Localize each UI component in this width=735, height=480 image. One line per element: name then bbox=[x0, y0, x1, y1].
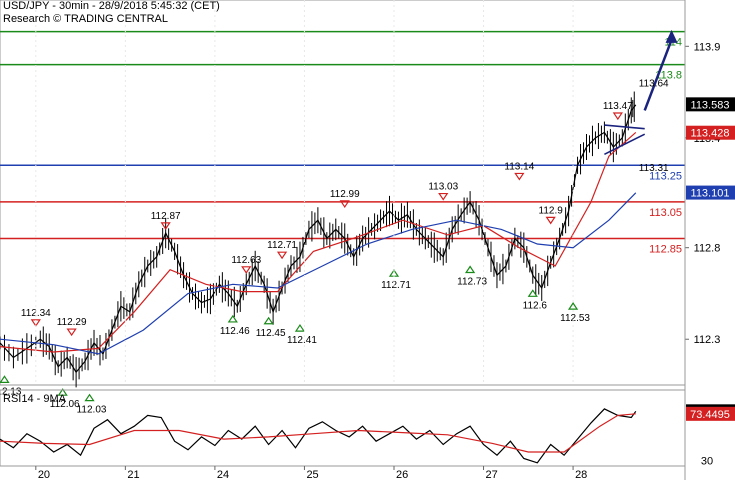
pivot-high-marker bbox=[339, 200, 350, 208]
x-axis: 20 21 24 25 26 27 28 bbox=[35, 0, 587, 480]
pivot-high-label: 112.29 bbox=[57, 317, 87, 328]
pivot-high-marker bbox=[30, 319, 41, 327]
forecast-arrow-shaft bbox=[643, 39, 673, 111]
rsi-y-tick-label: 30 bbox=[701, 456, 713, 468]
pivot-high-marker bbox=[438, 192, 449, 201]
x-tick-label: 28 bbox=[575, 469, 587, 480]
price-tag-box bbox=[686, 125, 735, 140]
pivot-high-label: 112.34 bbox=[21, 308, 51, 319]
pivot-high-label: 112.63 bbox=[231, 255, 261, 266]
pivot-high-marker bbox=[241, 266, 252, 274]
price-tag-label: 113.583 bbox=[691, 99, 730, 111]
rsi-ma-line bbox=[0, 413, 636, 453]
level-label: 113.25 bbox=[649, 170, 682, 182]
pivot-high-label: 113.03 bbox=[428, 182, 458, 193]
pivot-high-label: 113.47 bbox=[603, 101, 633, 112]
pivot-high-marker bbox=[514, 172, 525, 181]
pivot-high-label: 112.87 bbox=[151, 211, 181, 222]
pivot-high-label: 113.14 bbox=[504, 161, 534, 172]
price-tag-box bbox=[686, 185, 735, 200]
rsi-line bbox=[0, 408, 637, 464]
pivot-high-marker bbox=[545, 216, 556, 225]
price-tag-label: 113.428 bbox=[691, 128, 730, 140]
triangle-lower bbox=[604, 133, 646, 156]
x-tick-label: 20 bbox=[38, 469, 50, 480]
pivot-high-label: 112.9 bbox=[539, 205, 564, 216]
pivot-low-label: 112.53 bbox=[560, 313, 590, 324]
chart-title: USD/JPY - 30min - 28/9/2018 5:45:32 (CET… bbox=[3, 0, 220, 12]
rsi-tag-box bbox=[686, 406, 735, 421]
pivot-low-label: 112.46 bbox=[220, 326, 250, 337]
pivot-low-marker bbox=[294, 324, 306, 332]
pivot-low-label: 112.41 bbox=[287, 335, 317, 346]
pivot-high-label: 112.71 bbox=[267, 240, 297, 251]
pivot-low-marker bbox=[263, 316, 274, 325]
pivot-low-label: 112.45 bbox=[256, 328, 286, 339]
price-y-tick-label: 112.3 bbox=[694, 334, 721, 346]
price-annotation: 113.31 bbox=[639, 163, 669, 174]
price-tag-label: 113.101 bbox=[691, 188, 730, 200]
level-label: 113.8 bbox=[655, 70, 682, 82]
pivot-low-label: 112.6 bbox=[523, 300, 548, 311]
level-label: 113.05 bbox=[649, 207, 682, 219]
rsi-frame bbox=[0, 389, 686, 467]
pivot-high-marker bbox=[612, 112, 623, 121]
x-tick-label: 21 bbox=[127, 469, 139, 480]
pivot-low-marker bbox=[84, 393, 95, 402]
pivot-low-marker bbox=[0, 375, 10, 383]
price-annotation: 113.64 bbox=[639, 79, 669, 90]
pivot-high-marker bbox=[276, 251, 288, 260]
pivot-low-label: 112.13 bbox=[0, 386, 22, 397]
x-tick-label: 26 bbox=[396, 469, 408, 480]
pivot-low-marker bbox=[567, 302, 579, 310]
forecast-arrow-head bbox=[665, 29, 678, 43]
price-y-tick-label: 112.8 bbox=[694, 243, 721, 255]
pivot-high-label: 112.99 bbox=[330, 189, 360, 200]
chart-source: Research © TRADING CENTRAL bbox=[3, 13, 168, 25]
pivot-low-label: 112.71 bbox=[381, 280, 411, 291]
pivot-low-marker bbox=[227, 314, 238, 323]
x-tick-label: 27 bbox=[486, 469, 498, 480]
rsi-tag-label: 73.4495 bbox=[690, 409, 730, 421]
pivot-high-marker bbox=[160, 222, 171, 230]
price-panel: 113.9113.4112.8112.3114113.8113.25113.05… bbox=[0, 0, 735, 416]
triangle-upper bbox=[604, 124, 645, 130]
pivot-low-marker bbox=[57, 388, 68, 396]
moving-average-red bbox=[0, 131, 637, 353]
pivot-high-marker bbox=[66, 328, 77, 337]
pivot-low-marker bbox=[527, 289, 538, 297]
x-tick-label: 25 bbox=[306, 469, 318, 480]
pivot-low-label: 112.03 bbox=[77, 405, 107, 416]
pivot-low-label: 112.73 bbox=[457, 277, 487, 288]
price-tag-box bbox=[686, 97, 735, 112]
pivot-low-marker bbox=[464, 265, 476, 274]
price-y-tick-label: 113.9 bbox=[694, 41, 721, 53]
rsi-title: RSI14 - 9MA bbox=[3, 393, 67, 405]
rsi-panel: RSI14 - 9MA3075.762373.4495 bbox=[0, 389, 735, 468]
moving-average-blue bbox=[0, 192, 637, 355]
x-tick-label: 24 bbox=[217, 469, 229, 480]
level-label: 112.85 bbox=[649, 244, 682, 256]
pivot-low-label: 112.06 bbox=[50, 399, 80, 410]
